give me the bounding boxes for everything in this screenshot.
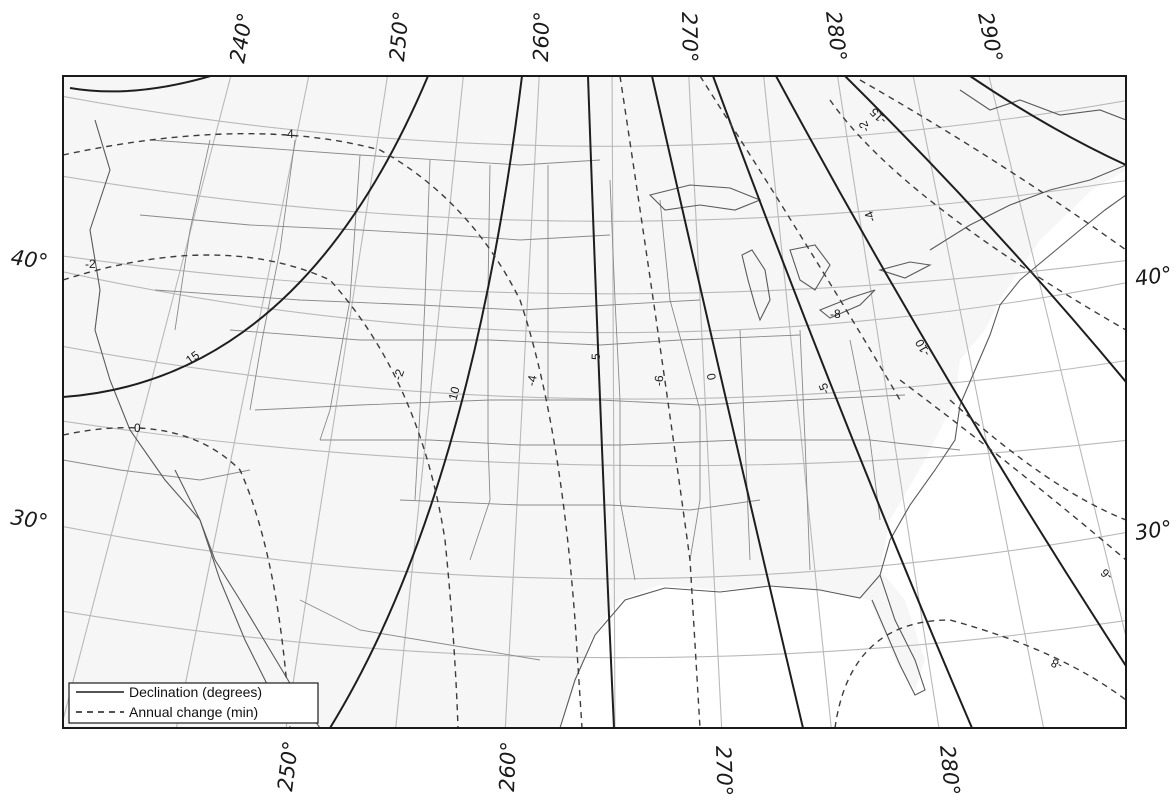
declination-label: 0 bbox=[704, 372, 719, 381]
declination-line-m20 bbox=[969, 76, 1126, 166]
gulf-coastline bbox=[559, 574, 881, 728]
annual-change-line-m6 bbox=[619, 76, 701, 728]
latitude-label-40-left: 40° bbox=[9, 245, 49, 274]
meridian-270 bbox=[688, 76, 723, 728]
declination-line-m10 bbox=[775, 76, 1126, 667]
longitude-label-250-top: 250° bbox=[385, 10, 413, 62]
declination-lines bbox=[63, 76, 1126, 728]
declination-line-10 bbox=[329, 76, 523, 728]
longitude-label-240-top: 240° bbox=[225, 11, 257, 65]
annual-change-line-m8-east bbox=[899, 379, 1126, 561]
hudson-bay-edge bbox=[959, 89, 1126, 121]
declination-line-m5 bbox=[712, 76, 973, 728]
annual-change-line-m2-west bbox=[63, 254, 459, 728]
atlantic-coastline bbox=[879, 194, 1126, 576]
legend-solid-label: Declination (degrees) bbox=[129, 684, 262, 700]
declination-line-0 bbox=[651, 76, 804, 728]
latitude-label-40-right: 40° bbox=[1133, 262, 1173, 291]
declination-label: 10 bbox=[446, 385, 463, 402]
legend-box bbox=[68, 682, 319, 724]
annual-change-line-0 bbox=[63, 427, 291, 728]
latitude-label-30-right: 30° bbox=[1133, 516, 1173, 545]
annual-change-line-m4-east bbox=[699, 76, 901, 401]
longitude-label-280-bottom: 280° bbox=[935, 744, 964, 797]
declination-line-15 bbox=[63, 76, 429, 398]
annual-change-line-m4-ne bbox=[859, 79, 1126, 251]
legend-dashed-label: Annual change (min) bbox=[129, 704, 258, 720]
pacific-coastline bbox=[89, 119, 321, 728]
annual-change-label: 0 bbox=[134, 421, 141, 435]
annual-change-label: -6 bbox=[652, 374, 667, 386]
annual-change-label: -8 bbox=[830, 307, 841, 321]
longitude-label-270-top: 270° bbox=[677, 12, 702, 63]
longitude-label-270-bottom: 270° bbox=[711, 745, 737, 796]
annual-change-line-m8-south bbox=[834, 619, 1126, 728]
latitude-labels: 40° 30° 40° 30° bbox=[9, 245, 1173, 545]
st-lawrence bbox=[929, 164, 1126, 251]
annual-change-label-group: -4 -2 0 -2 -4 -6 -2 -4 -8 -6 -8 bbox=[85, 119, 1115, 673]
map-frame bbox=[62, 75, 1127, 729]
declination-label: -5 bbox=[816, 381, 833, 396]
meridian-260 bbox=[504, 76, 540, 728]
annual-change-label: -2 bbox=[390, 367, 407, 382]
lake-michigan bbox=[741, 249, 771, 322]
longitude-label-260-top: 260° bbox=[529, 11, 554, 62]
annual-change-label: -2 bbox=[856, 119, 873, 134]
lake-erie bbox=[818, 289, 876, 319]
coastlines bbox=[89, 89, 1126, 728]
lake-ontario bbox=[878, 261, 932, 279]
annual-change-label: -4 bbox=[524, 374, 540, 387]
lake-huron bbox=[789, 244, 831, 291]
declination-line-m15 bbox=[844, 76, 1126, 383]
declination-label: 5 bbox=[589, 353, 603, 360]
meridian-250 bbox=[285, 76, 389, 728]
latitude-label-30-left: 30° bbox=[9, 505, 49, 534]
annual-change-line-m2-east bbox=[829, 99, 1126, 331]
annual-change-label: -4 bbox=[283, 127, 294, 141]
longitude-labels-bottom: 250° 260° 270° 280° bbox=[273, 739, 964, 796]
longitude-labels-top: 240° 250° 260° 270° 280° 290° bbox=[225, 10, 1007, 65]
declination-line-5 bbox=[587, 76, 615, 728]
parallel-40 bbox=[63, 271, 1126, 334]
longitude-label-260-bottom: 260° bbox=[495, 741, 521, 792]
state-borders bbox=[63, 139, 961, 661]
florida-coastline bbox=[871, 574, 926, 696]
annual-change-lines bbox=[63, 76, 1126, 728]
annual-change-label: -2 bbox=[85, 257, 96, 271]
longitude-label-290-top: 290° bbox=[973, 10, 1007, 64]
longitude-label-280-top: 280° bbox=[821, 10, 851, 63]
lake-superior bbox=[648, 184, 762, 211]
legend: Declination (degrees) Annual change (min… bbox=[68, 682, 319, 724]
baja-coastline bbox=[174, 469, 271, 691]
longitude-label-250-bottom: 250° bbox=[273, 739, 303, 792]
